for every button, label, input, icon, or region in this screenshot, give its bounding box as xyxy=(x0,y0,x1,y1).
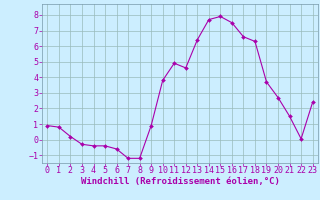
X-axis label: Windchill (Refroidissement éolien,°C): Windchill (Refroidissement éolien,°C) xyxy=(81,177,279,186)
